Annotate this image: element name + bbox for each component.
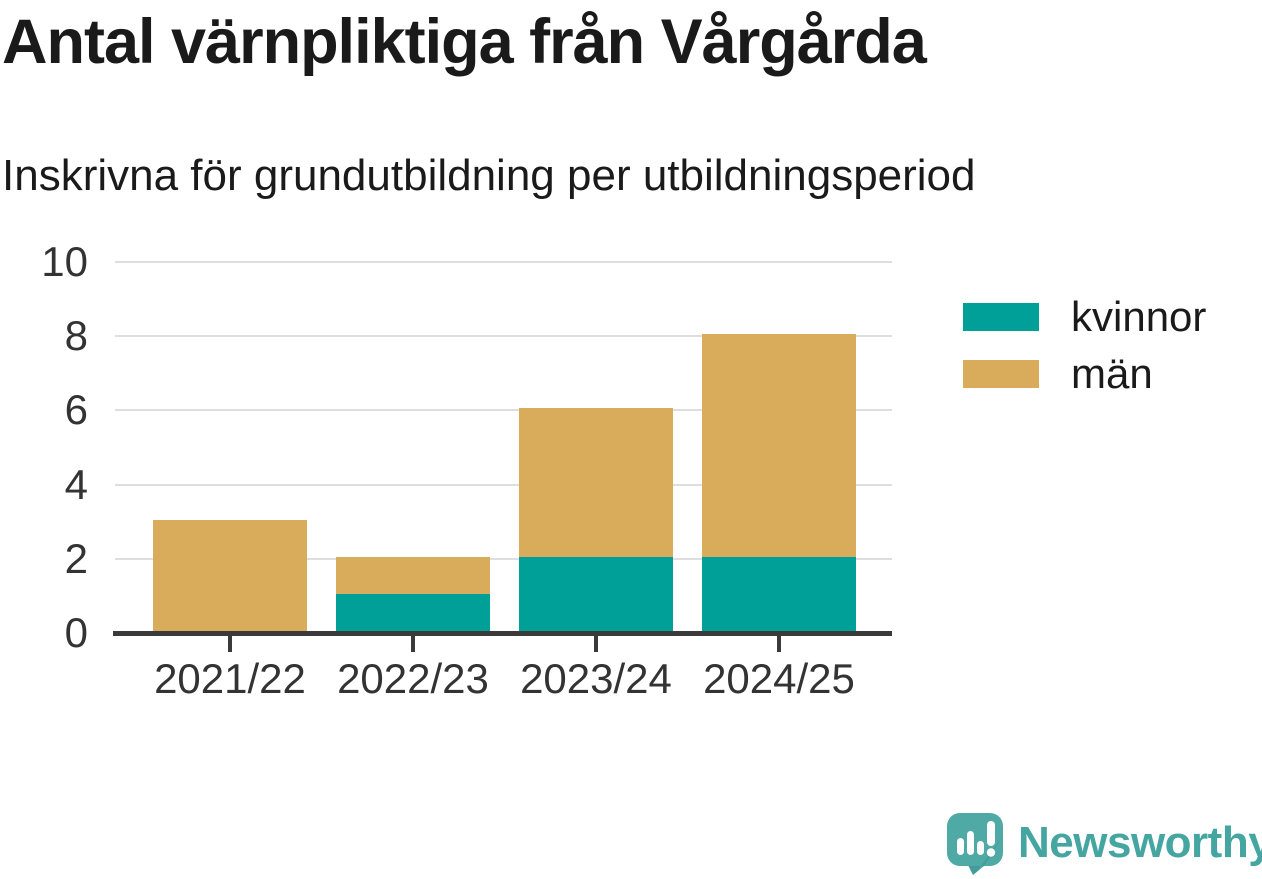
x-axis-tick-label: 2023/24 (520, 655, 672, 702)
bar-segment-kvinnor (702, 556, 856, 631)
x-axis-tick-label: 2022/23 (337, 655, 489, 702)
legend-swatch-kvinnor (963, 303, 1039, 331)
bar-segment-män (519, 408, 673, 557)
bar-segment-kvinnor (336, 593, 490, 631)
bar-segment-män (336, 556, 490, 594)
chart-title: Antal värnpliktiga från Vårgårda (2, 7, 927, 77)
y-axis-tick-label: 2 (64, 534, 88, 582)
chart-subtitle: Inskrivna för grundutbildning per utbild… (2, 151, 976, 200)
legend-label: män (1071, 350, 1153, 397)
y-axis-tick-label: 8 (64, 312, 88, 360)
newsworthy-logo-icon (947, 812, 1003, 875)
x-axis-line (113, 631, 892, 636)
y-axis-tick-label: 10 (41, 238, 88, 285)
gridline-4 (115, 483, 892, 486)
x-axis-tick (777, 636, 781, 652)
x-axis-tick (411, 636, 415, 652)
gridline-8 (115, 335, 892, 338)
gridline-10 (115, 261, 892, 263)
y-axis-tick-label: 4 (64, 460, 88, 508)
y-axis-tick-label: 6 (64, 386, 88, 434)
legend-item-män: män (963, 353, 1206, 395)
legend-item-kvinnor: kvinnor (963, 296, 1206, 338)
bar-segment-kvinnor (519, 556, 673, 631)
bar-segment-män (702, 334, 856, 557)
gridline-6 (115, 409, 892, 412)
gridline-2 (115, 557, 892, 560)
x-axis-tick (594, 636, 598, 652)
x-axis-tick-label: 2021/22 (154, 655, 306, 702)
y-axis-tick-label: 0 (64, 609, 88, 656)
legend-swatch-män (963, 360, 1039, 388)
legend: kvinnor män (963, 296, 1206, 395)
legend-label: kvinnor (1071, 293, 1207, 340)
brand: Newsworthy (946, 810, 1262, 876)
newsworthy-wordmark: Newsworthy (1018, 818, 1262, 867)
bar-segment-män (153, 519, 307, 631)
x-axis-tick (228, 636, 232, 652)
x-axis-tick-label: 2024/25 (703, 655, 855, 702)
